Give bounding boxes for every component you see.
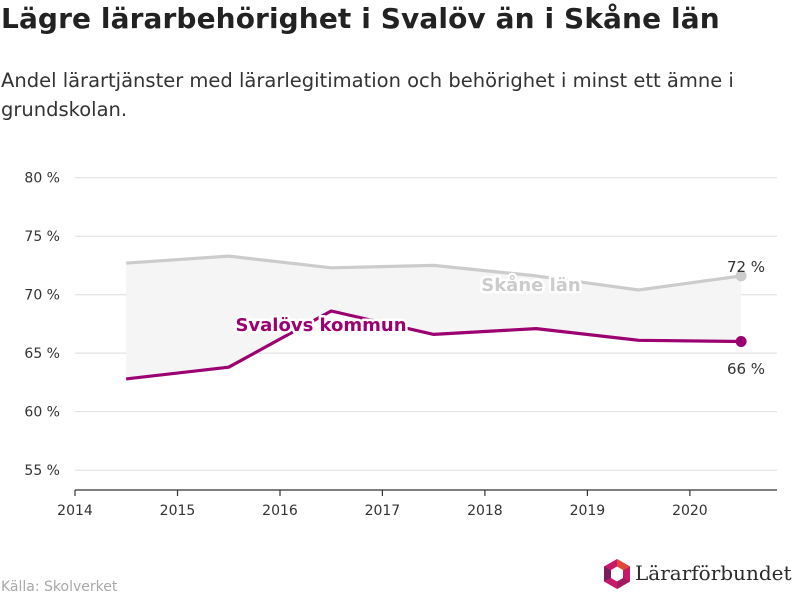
- brand-name: Lärarförbundet: [635, 561, 792, 585]
- y-tick-label: 70 %: [24, 288, 60, 304]
- x-tick-label: 2017: [365, 503, 401, 519]
- y-tick-label: 75 %: [24, 229, 60, 245]
- source-note: Källa: Skolverket: [1, 579, 118, 595]
- chart-title: Lägre lärarbehörighet i Svalöv än i Skån…: [1, 2, 720, 35]
- x-tick-label: 2018: [467, 503, 503, 519]
- hexagon-logo-icon: [604, 559, 630, 589]
- x-tick-label: 2019: [570, 503, 606, 519]
- skane-lan-end-point: [735, 270, 747, 282]
- y-tick-label: 65 %: [24, 346, 60, 362]
- skane-lan-line: [126, 254, 742, 292]
- x-tick-label: 2016: [262, 503, 298, 519]
- x-tick-label: 2014: [57, 503, 93, 519]
- y-tick-label: 55 %: [24, 463, 60, 479]
- skane-lan-end-label: 72 %: [727, 258, 765, 276]
- svalovs-kommun-line: [126, 309, 742, 381]
- x-axis: 2014 2015 2016 2017 2018 2019 2020: [57, 489, 777, 519]
- range-band: [126, 256, 742, 379]
- y-tick-label: 80 %: [24, 171, 60, 187]
- skane-lan-series-label: Skåne län: [481, 274, 581, 296]
- lararforbundet-logo: Lärarförbundet: [601, 556, 797, 594]
- svalovs-kommun-series-label: Svalövs kommun: [235, 315, 406, 336]
- x-tick-label: 2015: [160, 503, 196, 519]
- chart-subtitle: Andel lärartjänster med lärarlegitimatio…: [1, 69, 734, 121]
- x-tick-label: 2020: [672, 503, 708, 519]
- y-axis-labels: 55 % 60 % 65 % 70 % 75 % 80 %: [24, 171, 60, 479]
- svalovs-kommun-end-point: [735, 336, 747, 347]
- svalovs-kommun-end-label: 66 %: [727, 360, 765, 378]
- y-tick-label: 60 %: [24, 405, 60, 421]
